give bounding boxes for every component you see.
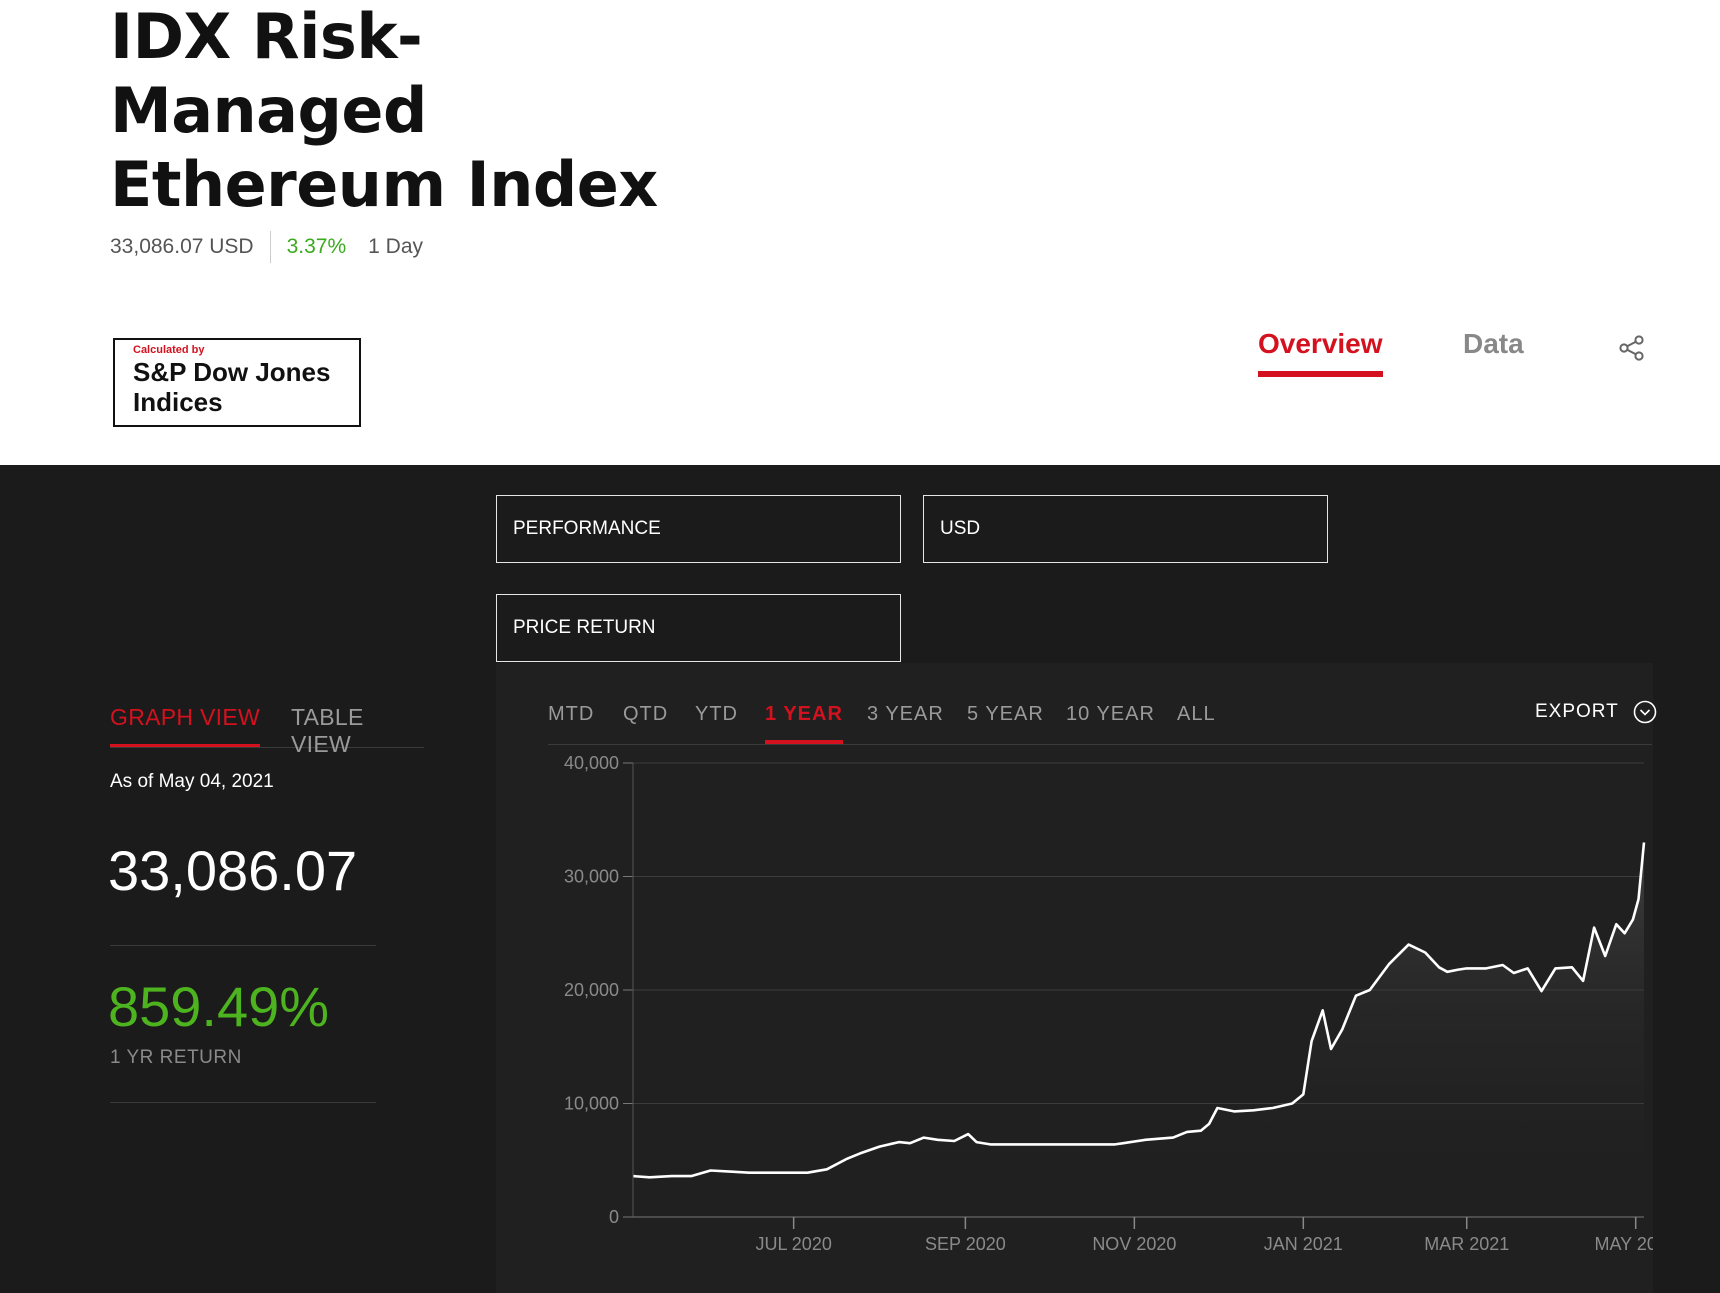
range-tab-10-year[interactable]: 10 YEAR (1066, 703, 1155, 725)
chevron-down-icon (1633, 700, 1657, 724)
currency-select[interactable]: USD (923, 495, 1328, 563)
range-tab-3-year[interactable]: 3 YEAR (867, 703, 944, 725)
range-tab-all[interactable]: ALL (1177, 703, 1216, 725)
current-price: 33,086.07 USD (110, 235, 254, 258)
range-tab-5-year[interactable]: 5 YEAR (967, 703, 1044, 725)
range-tabs-underline (548, 744, 1652, 745)
export-label: EXPORT (1535, 701, 1619, 722)
y-tick-label: 10,000 (564, 1094, 619, 1114)
tab-graph-view[interactable]: GRAPH VIEW (110, 704, 260, 747)
sp-dow-jones-logo: Calculated by S&P Dow Jones Indices (113, 338, 361, 427)
x-tick-label: SEP 2020 (925, 1234, 1006, 1254)
x-tick-label: JAN 2021 (1264, 1234, 1343, 1254)
as-of-date: As of May 04, 2021 (110, 771, 274, 792)
page-title: IDX Risk- Managed Ethereum Index (110, 0, 670, 222)
y-tick-label: 30,000 (564, 867, 619, 887)
summary-divider-bottom (110, 1102, 376, 1103)
range-tab-mtd[interactable]: MTD (548, 703, 595, 725)
view-toggle: GRAPH VIEW TABLE VIEW (110, 704, 424, 757)
title-line-1: IDX Risk- (110, 0, 423, 73)
summary-divider (110, 945, 376, 946)
chart-series-line (632, 842, 1646, 1179)
one-year-return: 859.49% (108, 975, 330, 1038)
x-tick-label: NOV 2020 (1092, 1234, 1176, 1254)
tab-data[interactable]: Data (1463, 328, 1524, 359)
range-tab-qtd[interactable]: QTD (623, 703, 669, 725)
quote-summary: 33,086.07 USD 3.37% 1 Day (110, 231, 424, 263)
export-button[interactable]: EXPORT (1535, 700, 1657, 724)
share-icon[interactable] (1618, 334, 1646, 362)
y-tick-label: 0 (609, 1207, 619, 1227)
range-tab-ytd[interactable]: YTD (695, 703, 738, 725)
title-line-2: Managed (110, 74, 427, 147)
tab-table-view[interactable]: TABLE VIEW (291, 704, 364, 757)
metric-select[interactable]: PERFORMANCE (496, 495, 901, 563)
index-value: 33,086.07 (108, 839, 358, 902)
page-nav: Overview Data (0, 328, 1720, 378)
x-tick-label: MAR 2021 (1424, 1234, 1509, 1254)
x-tick-label: JUL 2020 (755, 1234, 831, 1254)
y-tick-label: 40,000 (564, 753, 619, 773)
logo-brand-line-2: Indices (133, 387, 223, 417)
one-year-return-label: 1 YR RETURN (110, 1047, 242, 1068)
quote-divider (269, 231, 271, 263)
logo-calculated-by: Calculated by (133, 344, 205, 356)
tab-overview[interactable]: Overview (1258, 328, 1383, 378)
daily-change: 3.37% (286, 235, 347, 258)
title-line-3: Ethereum Index (110, 148, 658, 221)
range-tab-1-year[interactable]: 1 YEAR (765, 703, 843, 744)
x-tick-label: MAY 2021 (1594, 1234, 1653, 1254)
performance-chart: 0 10,000 20,000 30,000 40,000 JUL 2020 SEP 202… (564, 753, 1653, 1254)
change-period: 1 Day (368, 235, 424, 258)
logo-brand-line-1: S&P Dow Jones (133, 357, 331, 387)
y-tick-label: 20,000 (564, 980, 619, 1000)
chart-area-fill (633, 842, 1644, 1217)
return-type-select[interactable]: PRICE RETURN (496, 594, 901, 662)
